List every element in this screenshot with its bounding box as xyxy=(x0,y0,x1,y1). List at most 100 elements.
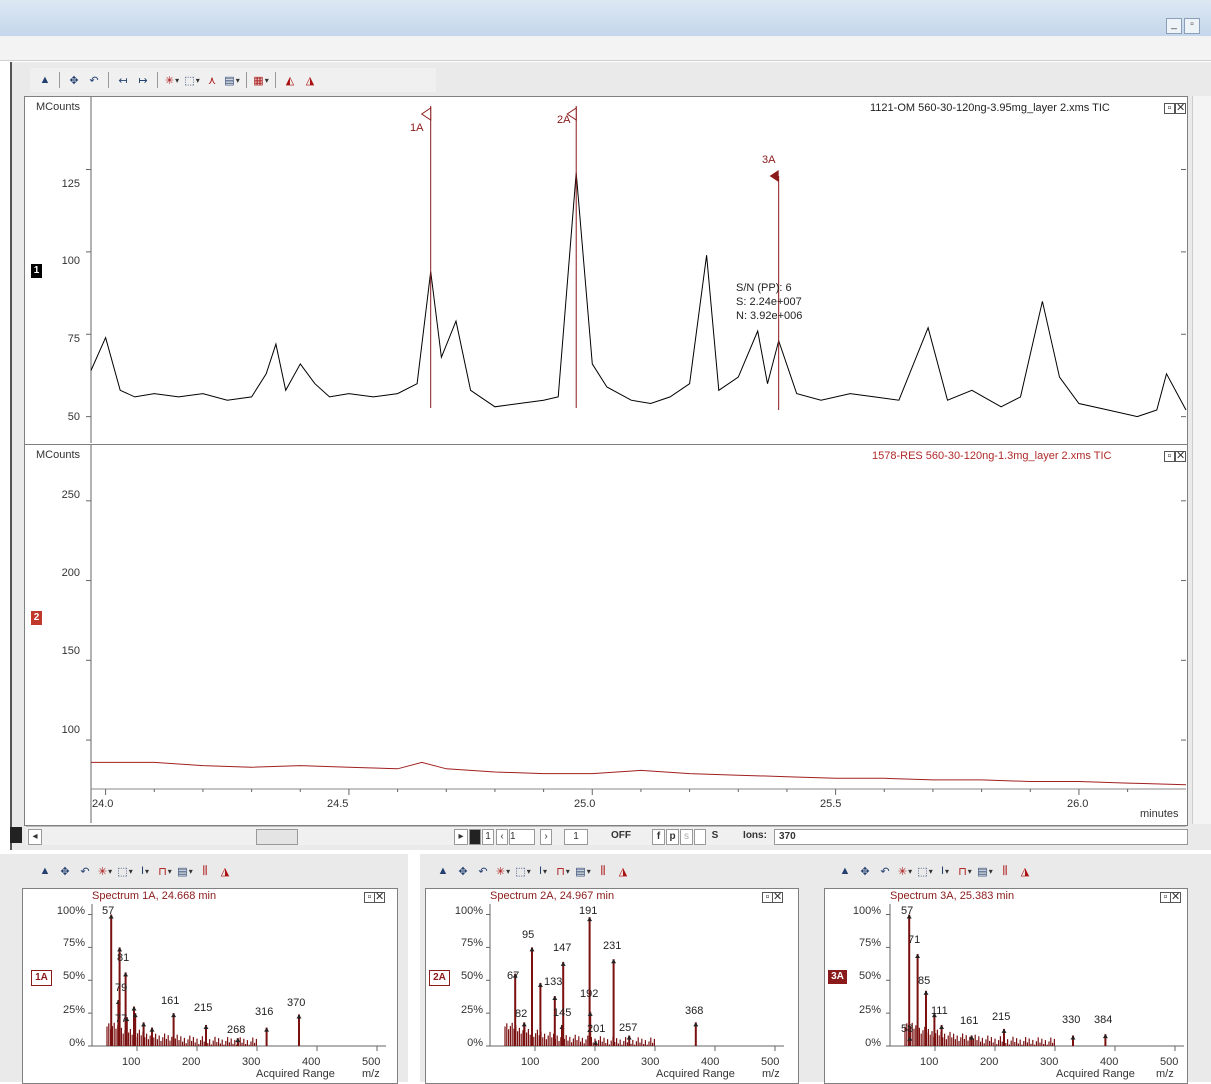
spectrum-2a-plot[interactable] xyxy=(425,888,799,1084)
pan-icon[interactable]: ✥ xyxy=(60,865,70,878)
peak-label: 257 xyxy=(619,1022,638,1034)
minimize-button[interactable]: _ xyxy=(1166,18,1182,34)
marker-3a-label[interactable]: 3A xyxy=(762,154,776,166)
sn-line: S/N (PP): 6 xyxy=(736,282,792,294)
text-cursor-icon[interactable]: I xyxy=(936,862,954,880)
prev-page-button[interactable]: ‹ xyxy=(496,829,508,845)
spectrum-peak-marker xyxy=(141,1022,147,1027)
spectrum-peak-marker xyxy=(124,1017,130,1022)
peak-label: 57 xyxy=(102,905,115,917)
s2-unit-label: m/z xyxy=(762,1068,780,1080)
spectrum-1a-plot[interactable] xyxy=(22,888,398,1084)
spectrum-peak-marker xyxy=(1070,1035,1076,1040)
scroll-thumb[interactable] xyxy=(256,829,298,845)
vertical-splitter[interactable] xyxy=(1192,96,1211,824)
undo-icon[interactable]: ↶ xyxy=(89,74,99,87)
pan-icon[interactable]: ✥ xyxy=(458,865,468,878)
spectrum-3a-badge[interactable]: 3A xyxy=(828,970,847,984)
chromatogram-1-close-button[interactable]: ✕ xyxy=(1175,102,1186,114)
spectrum-peak-marker xyxy=(931,1013,937,1018)
spectrum-2a-close-button[interactable]: ✕ xyxy=(772,891,783,903)
peak-label: 77 xyxy=(115,1013,128,1025)
undo-icon[interactable]: ↶ xyxy=(478,865,488,878)
text-cursor-icon[interactable]: I xyxy=(534,862,552,880)
trace-2-badge[interactable]: 2 xyxy=(31,611,42,625)
x-tick-24-0: 24.0 xyxy=(92,798,114,810)
undo-icon[interactable]: ↶ xyxy=(880,865,890,878)
ions-input[interactable]: 370 xyxy=(774,829,1188,845)
undo-icon[interactable]: ↶ xyxy=(80,865,90,878)
compare-icon[interactable]: ◮ xyxy=(305,74,315,87)
spectrum-2a-badge[interactable]: 2A xyxy=(429,970,450,986)
select-icon[interactable]: ⬚ xyxy=(916,862,934,880)
select-icon[interactable]: ⬚ xyxy=(116,862,134,880)
panel-toggle-button[interactable] xyxy=(10,827,22,843)
page-button[interactable]: 1 xyxy=(482,829,494,845)
select-icon[interactable]: ⬚ xyxy=(514,862,532,880)
pan-icon[interactable]: ✥ xyxy=(69,74,79,87)
p-button[interactable]: p xyxy=(666,829,679,845)
next-icon[interactable]: ↦ xyxy=(138,74,148,87)
page-field[interactable]: 1 xyxy=(509,829,535,845)
peak-label: 82 xyxy=(515,1008,528,1020)
c1-ytick-75: 75 xyxy=(67,333,80,345)
chromatogram-2-maximize-button[interactable]: ▫ xyxy=(1164,451,1175,462)
spectrum-3a-plot[interactable] xyxy=(824,888,1188,1084)
cursor-icon[interactable]: ✳ xyxy=(896,862,914,880)
chromatogram-1-maximize-button[interactable]: ▫ xyxy=(1164,103,1175,114)
horizontal-scrollbar[interactable]: ◂ ▸ 1 ‹ 1 › 1 OFF f p s S Ions: 370 xyxy=(26,826,1188,845)
cursor-icon[interactable]: ✳ xyxy=(163,71,181,89)
off-toggle[interactable]: OFF xyxy=(611,830,631,841)
toolbar-separator xyxy=(157,72,158,88)
compare-icon[interactable]: ◮ xyxy=(618,865,628,878)
marker-2a-label[interactable]: 2A xyxy=(557,114,571,126)
up-arrow-icon[interactable]: ▲ xyxy=(39,74,51,86)
text-cursor-icon[interactable]: I xyxy=(136,862,154,880)
spectrum-icon[interactable]: ⫼ xyxy=(202,864,208,877)
range-icon[interactable]: ⊓ xyxy=(156,862,174,880)
marker-1a-label[interactable]: 1A xyxy=(410,122,424,134)
s-checkbox[interactable] xyxy=(694,829,706,845)
cursor-icon[interactable]: ✳ xyxy=(494,862,512,880)
chromatogram-2-close-button[interactable]: ✕ xyxy=(1175,450,1186,462)
range-icon[interactable]: ⊓ xyxy=(956,862,974,880)
peak-icon[interactable]: ⋏ xyxy=(207,74,217,87)
prev-icon[interactable]: ↤ xyxy=(118,74,128,87)
peak-label: 330 xyxy=(1062,1014,1081,1026)
chromatogram-2-pane[interactable] xyxy=(24,444,1188,826)
up-arrow-icon[interactable]: ▲ xyxy=(39,865,51,877)
spectrum-3a-close-button[interactable]: ✕ xyxy=(1170,891,1181,903)
trace-1-badge[interactable]: 1 xyxy=(31,264,42,278)
label-icon[interactable]: ▤ xyxy=(976,862,994,880)
compare-icon[interactable]: ◮ xyxy=(1020,865,1030,878)
spectrum-icon[interactable]: ⫼ xyxy=(600,864,606,877)
layout-icon[interactable]: ▦ xyxy=(252,71,270,89)
select-icon[interactable]: ⬚ xyxy=(183,71,201,89)
range-icon[interactable]: ⊓ xyxy=(554,862,572,880)
peak-label: 316 xyxy=(255,1006,274,1018)
s3-xtick-100: 100 xyxy=(920,1056,939,1068)
next-page-button[interactable]: › xyxy=(540,829,552,845)
up-arrow-icon[interactable]: ▲ xyxy=(839,865,851,877)
label-icon[interactable]: ▤ xyxy=(176,862,194,880)
spectrum-icon[interactable]: ⫼ xyxy=(1002,864,1008,877)
scroll-left-button[interactable]: ◂ xyxy=(28,829,42,845)
play-button[interactable]: ▸ xyxy=(454,829,468,845)
s-button[interactable]: s xyxy=(680,829,693,845)
spectrum-1a-close-button[interactable]: ✕ xyxy=(374,891,385,903)
page-count-field[interactable]: 1 xyxy=(564,829,588,845)
restore-button[interactable]: ▫ xyxy=(1184,18,1200,34)
spectrum-1a-title: Spectrum 1A, 24.668 min xyxy=(92,890,217,902)
up-arrow-icon[interactable]: ▲ xyxy=(437,865,449,877)
label-icon[interactable]: ▤ xyxy=(574,862,592,880)
display-icon[interactable]: ▤ xyxy=(223,71,241,89)
overlay-icon[interactable]: ◭ xyxy=(285,74,295,87)
record-button[interactable] xyxy=(469,829,481,845)
signal-line: S: 2.24e+007 xyxy=(736,296,802,308)
f-button[interactable]: f xyxy=(652,829,665,845)
cursor-icon[interactable]: ✳ xyxy=(96,862,114,880)
pan-icon[interactable]: ✥ xyxy=(860,865,870,878)
s3-unit-label: m/z xyxy=(1156,1068,1174,1080)
spectrum-1a-badge[interactable]: 1A xyxy=(31,970,52,986)
compare-icon[interactable]: ◮ xyxy=(220,865,230,878)
